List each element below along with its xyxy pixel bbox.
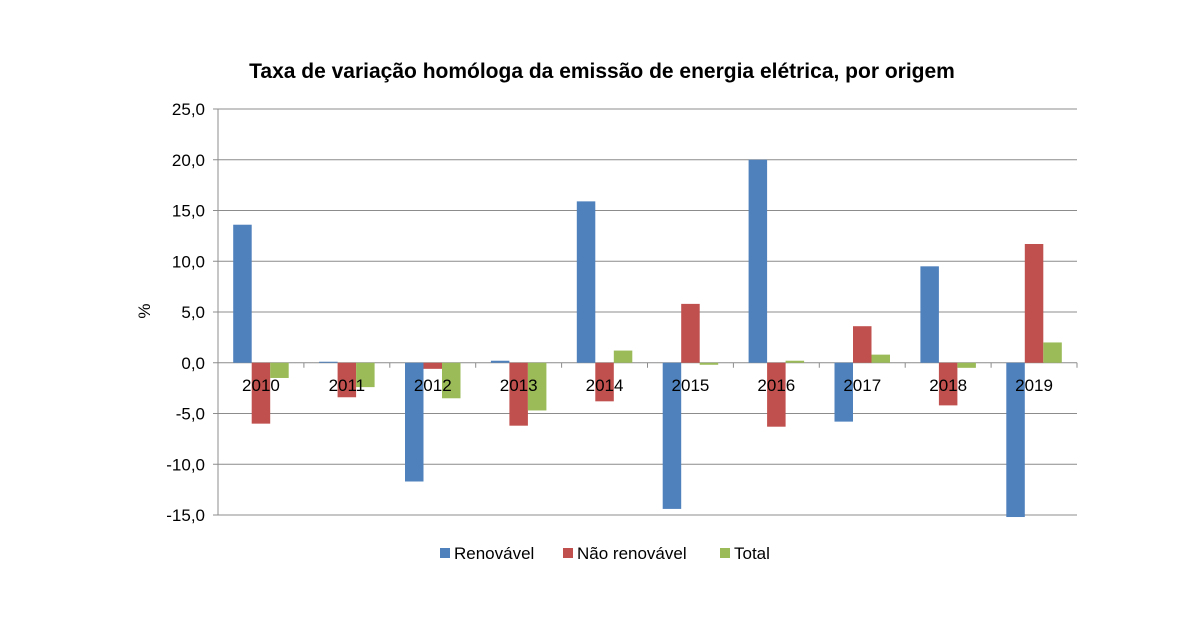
bar-renovável-2013 — [490, 360, 510, 363]
bar-total-2014 — [613, 350, 633, 363]
bar-não-renovável-2016 — [767, 362, 786, 427]
bar-não-renovável-2015 — [681, 303, 700, 363]
bar-renovável-2014 — [576, 201, 596, 363]
x-category-label: 2014 — [586, 376, 624, 395]
bar-não-renovável-2019 — [1024, 243, 1044, 363]
bar-renovável-2010 — [233, 224, 252, 363]
y-tick-label: -5,0 — [176, 405, 205, 424]
bar-total-2011 — [356, 362, 375, 388]
y-tick-label: 0,0 — [181, 354, 205, 373]
bar-total-2016 — [785, 360, 805, 363]
bar-total-2012 — [442, 362, 461, 399]
bar-renovável-2018 — [920, 266, 939, 363]
legend-label: Renovável — [454, 544, 534, 563]
bar-renovável-2015 — [662, 362, 682, 509]
bar-não-renovável-2010 — [251, 362, 271, 424]
y-axis-title: % — [135, 303, 154, 318]
x-category-label: 2019 — [1015, 376, 1053, 395]
legend-swatch — [440, 548, 450, 558]
bar-total-2017 — [871, 354, 890, 363]
bar-não-renovável-2012 — [423, 362, 442, 369]
x-axis-categories: 2010 2011 2012 2013 2014 2015 2016 2017 2018 2019 — [242, 376, 1053, 395]
y-tick-label: 10,0 — [172, 252, 205, 271]
x-category-label: 2018 — [929, 376, 967, 395]
y-tick-label: -10,0 — [166, 455, 205, 474]
legend-swatch — [720, 548, 730, 558]
bar-total-2018 — [957, 362, 976, 368]
legend: Renovável Não renovável Total — [440, 544, 770, 563]
x-category-label: 2015 — [672, 376, 710, 395]
bar-total-2013 — [527, 362, 547, 411]
x-category-label: 2011 — [329, 376, 366, 395]
bar-renovável-2011 — [319, 361, 338, 363]
bar-total-2019 — [1043, 342, 1062, 363]
y-tick-label: 20,0 — [172, 151, 205, 170]
chart-title: Taxa de variação homóloga da emissão de … — [249, 60, 955, 83]
y-tick-label: 5,0 — [181, 303, 205, 322]
bar-não-renovável-2018 — [938, 362, 958, 406]
legend-swatch — [563, 548, 573, 558]
bar-total-2010 — [270, 362, 289, 378]
bar-renovável-2017 — [834, 362, 853, 422]
bar-não-renovável-2014 — [595, 362, 614, 402]
y-tick-label: 25,0 — [172, 100, 205, 119]
x-category-label: 2013 — [500, 376, 538, 395]
bar-total-2015 — [699, 362, 719, 365]
x-category-label: 2017 — [843, 376, 881, 395]
x-category-label: 2016 — [757, 376, 795, 395]
y-axis-ticks: 25,0 20,0 15,0 10,0 5,0 0,0 -5,0 -10,0 -15,0 — [166, 100, 205, 525]
legend-label: Não renovável — [577, 544, 687, 563]
x-category-label: 2012 — [414, 376, 452, 395]
bar-não-renovável-2017 — [853, 326, 872, 363]
bar-renovável-2012 — [405, 362, 424, 482]
bar-renovável-2019 — [1006, 362, 1025, 518]
y-tick-label: 15,0 — [172, 202, 205, 221]
bars — [233, 159, 1062, 518]
gridlines — [213, 108, 1078, 516]
y-tick-label: -15,0 — [166, 506, 205, 525]
bar-não-renovável-2013 — [509, 362, 528, 426]
bar-renovável-2016 — [748, 159, 768, 363]
x-category-label: 2010 — [242, 376, 280, 395]
legend-label: Total — [734, 544, 770, 563]
bar-não-renovável-2011 — [337, 362, 357, 398]
